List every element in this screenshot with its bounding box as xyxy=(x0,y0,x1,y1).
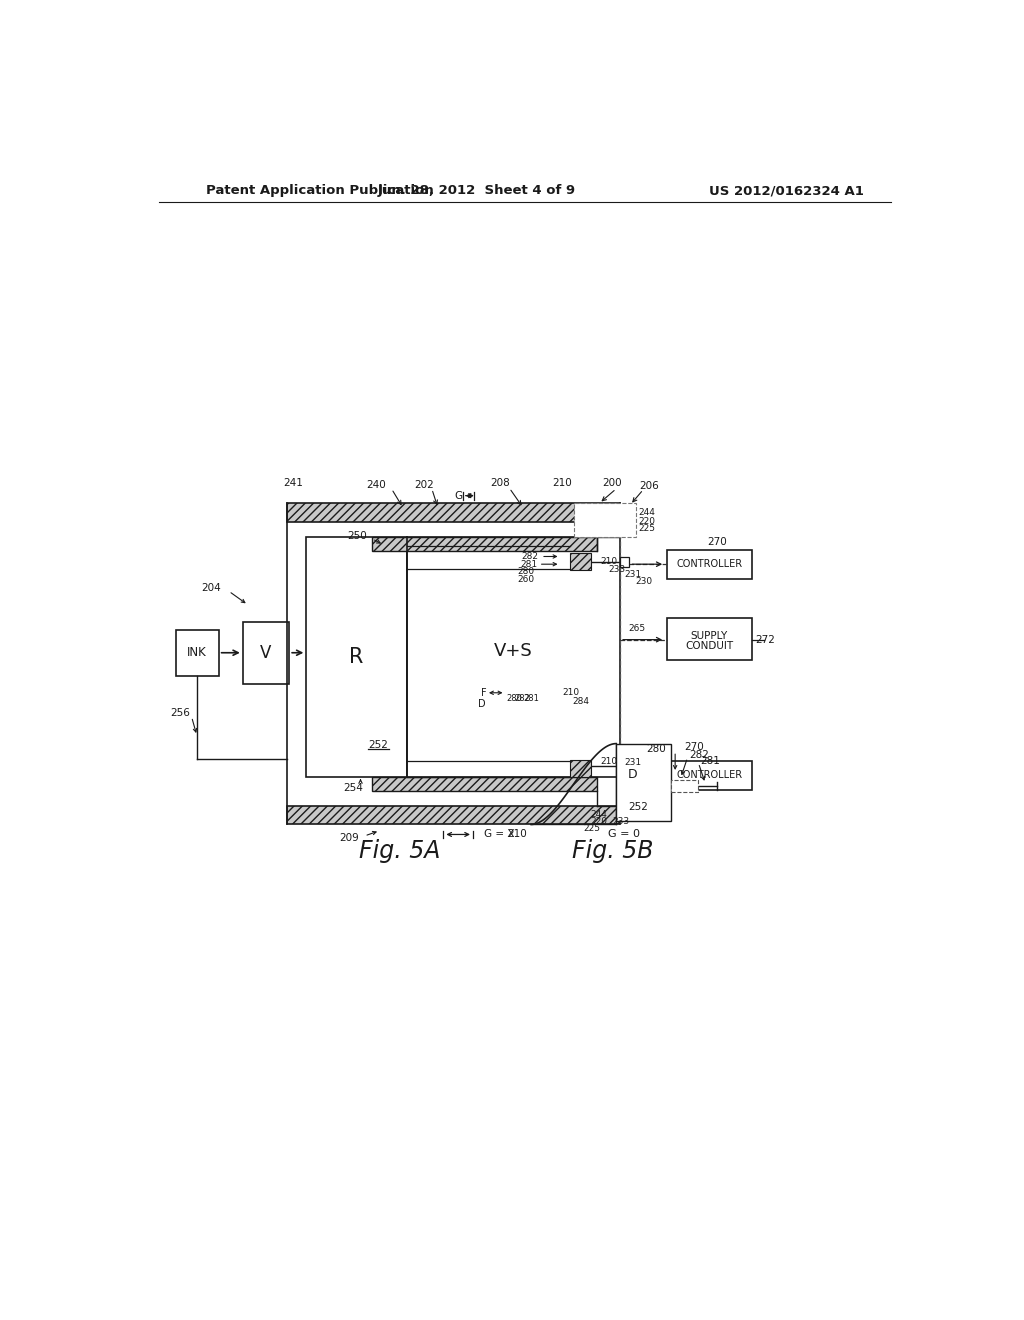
Text: 202: 202 xyxy=(414,480,434,490)
Text: 252: 252 xyxy=(628,801,648,812)
Text: US 2012/0162324 A1: US 2012/0162324 A1 xyxy=(710,185,864,197)
Bar xyxy=(667,618,752,660)
Text: 282: 282 xyxy=(522,552,539,561)
Bar xyxy=(569,553,592,570)
Text: 281: 281 xyxy=(700,755,720,766)
Text: R: R xyxy=(349,647,364,667)
Text: 260: 260 xyxy=(517,576,535,583)
Text: 210: 210 xyxy=(552,478,571,488)
Text: 233: 233 xyxy=(608,565,626,574)
Text: 208: 208 xyxy=(490,478,510,488)
Text: 206: 206 xyxy=(639,482,658,491)
Text: 270: 270 xyxy=(684,742,703,752)
Text: CONDUIT: CONDUIT xyxy=(685,640,733,651)
Text: Fig. 5B: Fig. 5B xyxy=(571,840,653,863)
Text: 252: 252 xyxy=(369,741,388,750)
Text: 230: 230 xyxy=(636,577,652,586)
Text: G: G xyxy=(455,491,463,500)
Bar xyxy=(621,762,630,771)
Text: 210: 210 xyxy=(601,557,617,566)
Text: 282: 282 xyxy=(689,750,709,760)
Text: 244: 244 xyxy=(590,810,607,818)
Text: 280: 280 xyxy=(518,568,535,577)
Text: 233: 233 xyxy=(612,817,630,826)
Text: 265: 265 xyxy=(628,623,645,632)
Text: Fig. 5A: Fig. 5A xyxy=(358,840,440,863)
Bar xyxy=(407,537,621,776)
Bar xyxy=(616,743,671,821)
Bar xyxy=(176,630,219,676)
Text: F: F xyxy=(481,688,487,698)
Text: INK: INK xyxy=(187,647,207,659)
Text: 250: 250 xyxy=(347,531,367,541)
Text: 272: 272 xyxy=(756,635,775,644)
Bar xyxy=(372,537,597,552)
Text: 270: 270 xyxy=(708,537,727,546)
Text: 231: 231 xyxy=(624,570,641,578)
Text: 281: 281 xyxy=(523,694,539,704)
Text: D: D xyxy=(478,698,486,709)
Text: 220: 220 xyxy=(638,516,655,525)
Text: 231: 231 xyxy=(624,759,641,767)
Text: 240: 240 xyxy=(367,480,386,490)
Bar xyxy=(287,807,621,825)
Bar xyxy=(287,503,621,521)
Bar xyxy=(306,537,407,776)
Bar xyxy=(667,549,752,579)
Text: 284: 284 xyxy=(572,697,589,706)
Text: 220: 220 xyxy=(590,817,607,826)
Text: 225: 225 xyxy=(638,524,655,533)
Bar xyxy=(671,780,697,792)
Text: SUPPLY: SUPPLY xyxy=(690,631,728,640)
Text: 281: 281 xyxy=(520,560,538,569)
Text: 244: 244 xyxy=(638,508,654,517)
Text: Jun. 28, 2012  Sheet 4 of 9: Jun. 28, 2012 Sheet 4 of 9 xyxy=(378,185,575,197)
Text: G = 0: G = 0 xyxy=(608,829,640,840)
Text: G = X: G = X xyxy=(484,829,515,840)
Text: CONTROLLER: CONTROLLER xyxy=(676,770,742,780)
Bar xyxy=(573,503,636,537)
Bar xyxy=(667,760,752,789)
Text: 209: 209 xyxy=(339,833,358,842)
Text: 204: 204 xyxy=(202,583,221,593)
Bar xyxy=(569,760,592,776)
Bar xyxy=(621,557,630,566)
Text: CONTROLLER: CONTROLLER xyxy=(676,560,742,569)
Text: 282: 282 xyxy=(515,694,530,704)
Text: 254: 254 xyxy=(343,783,362,793)
Text: 210: 210 xyxy=(508,829,527,840)
Text: D: D xyxy=(628,768,638,781)
Text: 210: 210 xyxy=(601,756,617,766)
Text: V: V xyxy=(260,644,271,661)
Text: V+S: V+S xyxy=(494,643,532,660)
Text: 241: 241 xyxy=(284,478,303,488)
Text: 256: 256 xyxy=(170,708,190,718)
Text: 280: 280 xyxy=(646,744,666,754)
Text: 200: 200 xyxy=(602,478,622,488)
Text: 225: 225 xyxy=(583,824,600,833)
Text: 210: 210 xyxy=(562,688,580,697)
Bar xyxy=(243,622,289,684)
Text: Patent Application Publication: Patent Application Publication xyxy=(206,185,433,197)
Bar xyxy=(372,776,597,791)
Text: 280: 280 xyxy=(506,694,522,704)
